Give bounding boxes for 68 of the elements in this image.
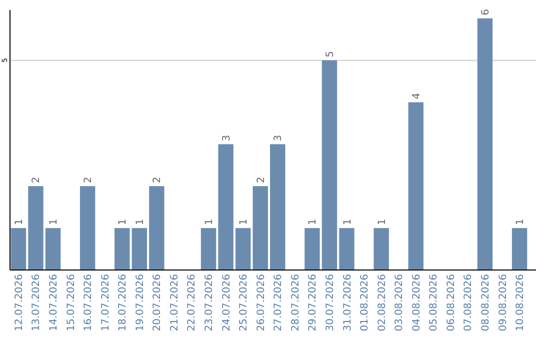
x-tick-label: 07.08.2026 xyxy=(463,274,474,332)
data-label: 2 xyxy=(256,176,267,184)
x-tick-label: 22.07.2026 xyxy=(186,274,198,332)
x-tick-label: 27.07.2026 xyxy=(273,274,284,332)
x-tick-label: 03.08.2026 xyxy=(394,274,406,332)
x-tick-label: 14.07.2026 xyxy=(48,274,60,332)
data-label: 2 xyxy=(152,176,164,184)
bar xyxy=(45,228,61,270)
bar xyxy=(304,228,320,270)
x-tick-label: 19.07.2026 xyxy=(134,274,146,332)
x-tick-label: 05.08.2026 xyxy=(428,274,440,332)
bar xyxy=(200,228,216,270)
bar xyxy=(10,228,26,270)
data-label: 1 xyxy=(134,218,146,226)
data-label: 6 xyxy=(480,9,492,16)
bar xyxy=(28,186,44,270)
x-tick-label: 24.07.2026 xyxy=(221,274,232,332)
x-tick-label: 23.07.2026 xyxy=(204,274,216,332)
data-label: 2 xyxy=(83,176,94,184)
data-label: 4 xyxy=(411,92,422,100)
bar xyxy=(477,18,493,270)
data-label: 3 xyxy=(221,134,232,142)
bar xyxy=(235,228,251,270)
bar xyxy=(374,228,389,270)
bar xyxy=(408,102,424,270)
data-label: 1 xyxy=(204,218,216,226)
x-tick-label: 10.08.2026 xyxy=(515,274,526,332)
data-label: 1 xyxy=(515,218,526,226)
x-tick-label: 26.07.2026 xyxy=(256,274,267,332)
data-label: 1 xyxy=(342,218,354,226)
x-tick-label: 21.07.2026 xyxy=(169,274,180,332)
data-label: 5 xyxy=(324,50,336,58)
x-tick-label: 08.08.2026 xyxy=(480,274,492,332)
x-tick-label: 04.08.2026 xyxy=(411,274,422,332)
x-tick-label: 01.08.2026 xyxy=(360,274,371,332)
bar xyxy=(80,186,96,270)
x-tick-label: 06.08.2026 xyxy=(446,274,457,332)
data-label: 1 xyxy=(308,218,319,226)
x-tick-label: 16.07.2026 xyxy=(83,274,94,332)
bar xyxy=(270,144,286,270)
x-tick-label: 25.07.2026 xyxy=(238,274,250,332)
data-label: 1 xyxy=(14,218,25,226)
bar xyxy=(149,186,164,270)
x-tick-label: 12.07.2026 xyxy=(14,274,25,332)
bar xyxy=(252,186,268,270)
x-tick-label: 30.07.2026 xyxy=(324,274,336,332)
x-tick-label: 13.07.2026 xyxy=(31,274,42,332)
bar xyxy=(114,228,130,270)
bar xyxy=(322,60,338,270)
data-label: 3 xyxy=(273,134,284,142)
bar xyxy=(132,228,148,270)
x-tick-label: 02.08.2026 xyxy=(376,274,388,332)
data-label: 1 xyxy=(238,218,250,226)
data-label: 1 xyxy=(48,218,60,226)
x-tick-label: 20.07.2026 xyxy=(152,274,164,332)
data-label: 2 xyxy=(31,176,42,184)
bar xyxy=(512,228,528,270)
x-tick-label: 15.07.2026 xyxy=(66,274,77,332)
x-tick-label: 28.07.2026 xyxy=(290,274,302,332)
x-tick-label: 31.07.2026 xyxy=(342,274,354,332)
bar xyxy=(339,228,354,270)
data-label: 1 xyxy=(376,218,388,226)
x-tick-label: 18.07.2026 xyxy=(118,274,129,332)
x-tick-label: 29.07.2026 xyxy=(308,274,319,332)
bar xyxy=(218,144,234,270)
x-tick-label: 17.07.2026 xyxy=(100,274,112,332)
data-label: 1 xyxy=(118,218,129,226)
x-tick-label: 09.08.2026 xyxy=(498,274,509,332)
